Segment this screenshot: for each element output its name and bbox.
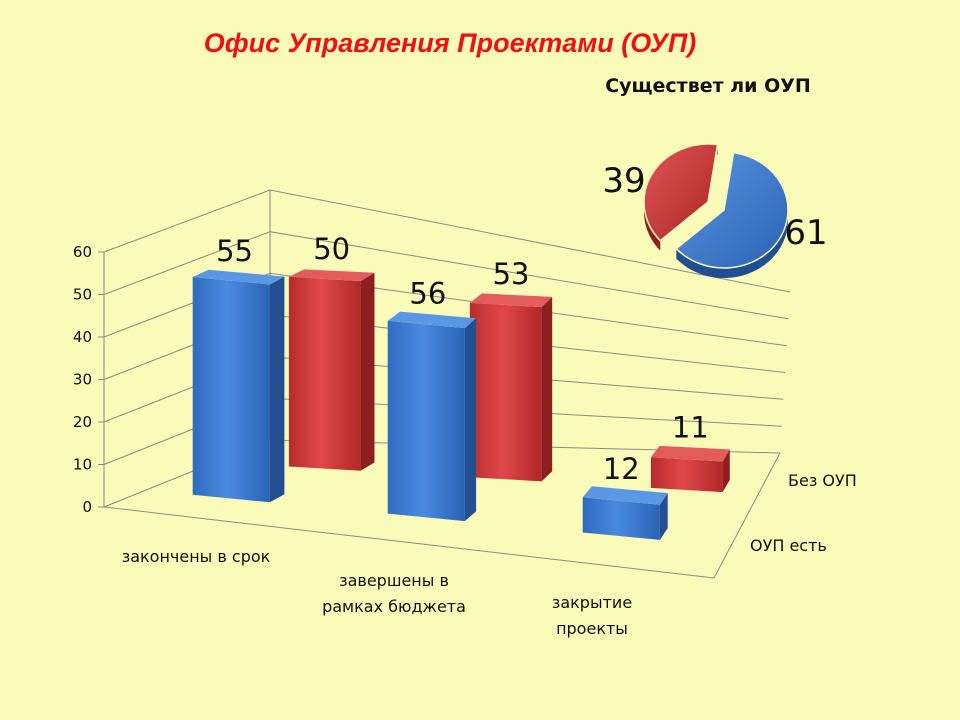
- bar-side: [541, 296, 553, 482]
- bar-side: [269, 276, 285, 503]
- y-tick-label: 30: [73, 371, 92, 389]
- pie-slices: 61 39: [602, 143, 828, 278]
- data-label: 55: [216, 234, 253, 268]
- depth-axis-line: [713, 452, 781, 579]
- bar-top: [469, 293, 553, 308]
- bar-side: [360, 272, 375, 471]
- bar: [582, 486, 668, 540]
- bar-front: [650, 457, 723, 493]
- bar-chart: 0 10 20 30 40 50 60 закончены в срок завершены …: [73, 189, 857, 638]
- pie-slice: [675, 151, 789, 269]
- category-label-line: закрытие: [552, 593, 632, 612]
- y-tick-label: 60: [73, 243, 92, 261]
- category-label: завершены в рамках бюджета: [322, 571, 466, 616]
- bar-front: [582, 497, 660, 540]
- category-label-line: закончены в срок: [122, 547, 271, 566]
- data-label: 11: [672, 410, 709, 444]
- bar-top: [288, 269, 375, 282]
- y-tick-label: 50: [73, 286, 92, 304]
- x-axis-line: [103, 506, 715, 579]
- y-tick-label: 20: [73, 413, 92, 431]
- data-label: 50: [313, 232, 350, 266]
- bar-front: [192, 277, 270, 503]
- category-label: закончены в срок: [122, 547, 271, 566]
- pie-slice-edge: [676, 152, 788, 278]
- pie-chart: Существет ли ОУП 61 39: [602, 75, 828, 278]
- category-label: закрытие проекты: [552, 593, 632, 638]
- bar-top: [387, 311, 477, 329]
- data-label: 56: [409, 276, 446, 310]
- series-label: Без ОУП: [788, 471, 857, 490]
- slide-title: Офис Управления Проектами (ОУП): [204, 28, 697, 58]
- bar-front: [387, 320, 465, 522]
- bar: [387, 311, 477, 522]
- bar-side: [464, 318, 477, 522]
- data-labels: 50 53 11 55 56 12: [216, 232, 709, 486]
- y-tick-label: 0: [82, 498, 92, 516]
- pie-slice: [643, 143, 719, 242]
- data-label: 12: [603, 452, 640, 486]
- bar: [288, 269, 375, 471]
- pie-data-label: 61: [784, 213, 827, 253]
- pie-data-label: 39: [602, 161, 645, 201]
- y-axis: 0 10 20 30 40 50 60: [73, 190, 781, 579]
- data-label: 53: [493, 257, 530, 291]
- bar-side: [659, 493, 668, 540]
- bar-top: [650, 445, 730, 462]
- category-label-line: рамках бюджета: [322, 597, 466, 616]
- y-tick-label: 40: [73, 328, 92, 346]
- category-label-line: завершены в: [339, 571, 449, 590]
- bar: [192, 269, 285, 503]
- pie-title: Существет ли ОУП: [605, 75, 811, 97]
- bar-front: [288, 276, 361, 471]
- category-axis: закончены в срок завершены в рамках бюджет…: [122, 547, 632, 638]
- bar: [469, 293, 553, 482]
- y-tick-label: 10: [73, 456, 92, 474]
- series-label: ОУП есть: [750, 536, 827, 555]
- bars: [192, 269, 730, 540]
- bar-front: [469, 302, 542, 482]
- bar-top: [192, 269, 285, 285]
- bar-side: [722, 449, 730, 493]
- bar: [650, 445, 730, 493]
- series-axis: ОУП есть Без ОУП: [750, 471, 857, 555]
- bar-top: [582, 486, 668, 505]
- category-label-line: проекты: [556, 619, 628, 638]
